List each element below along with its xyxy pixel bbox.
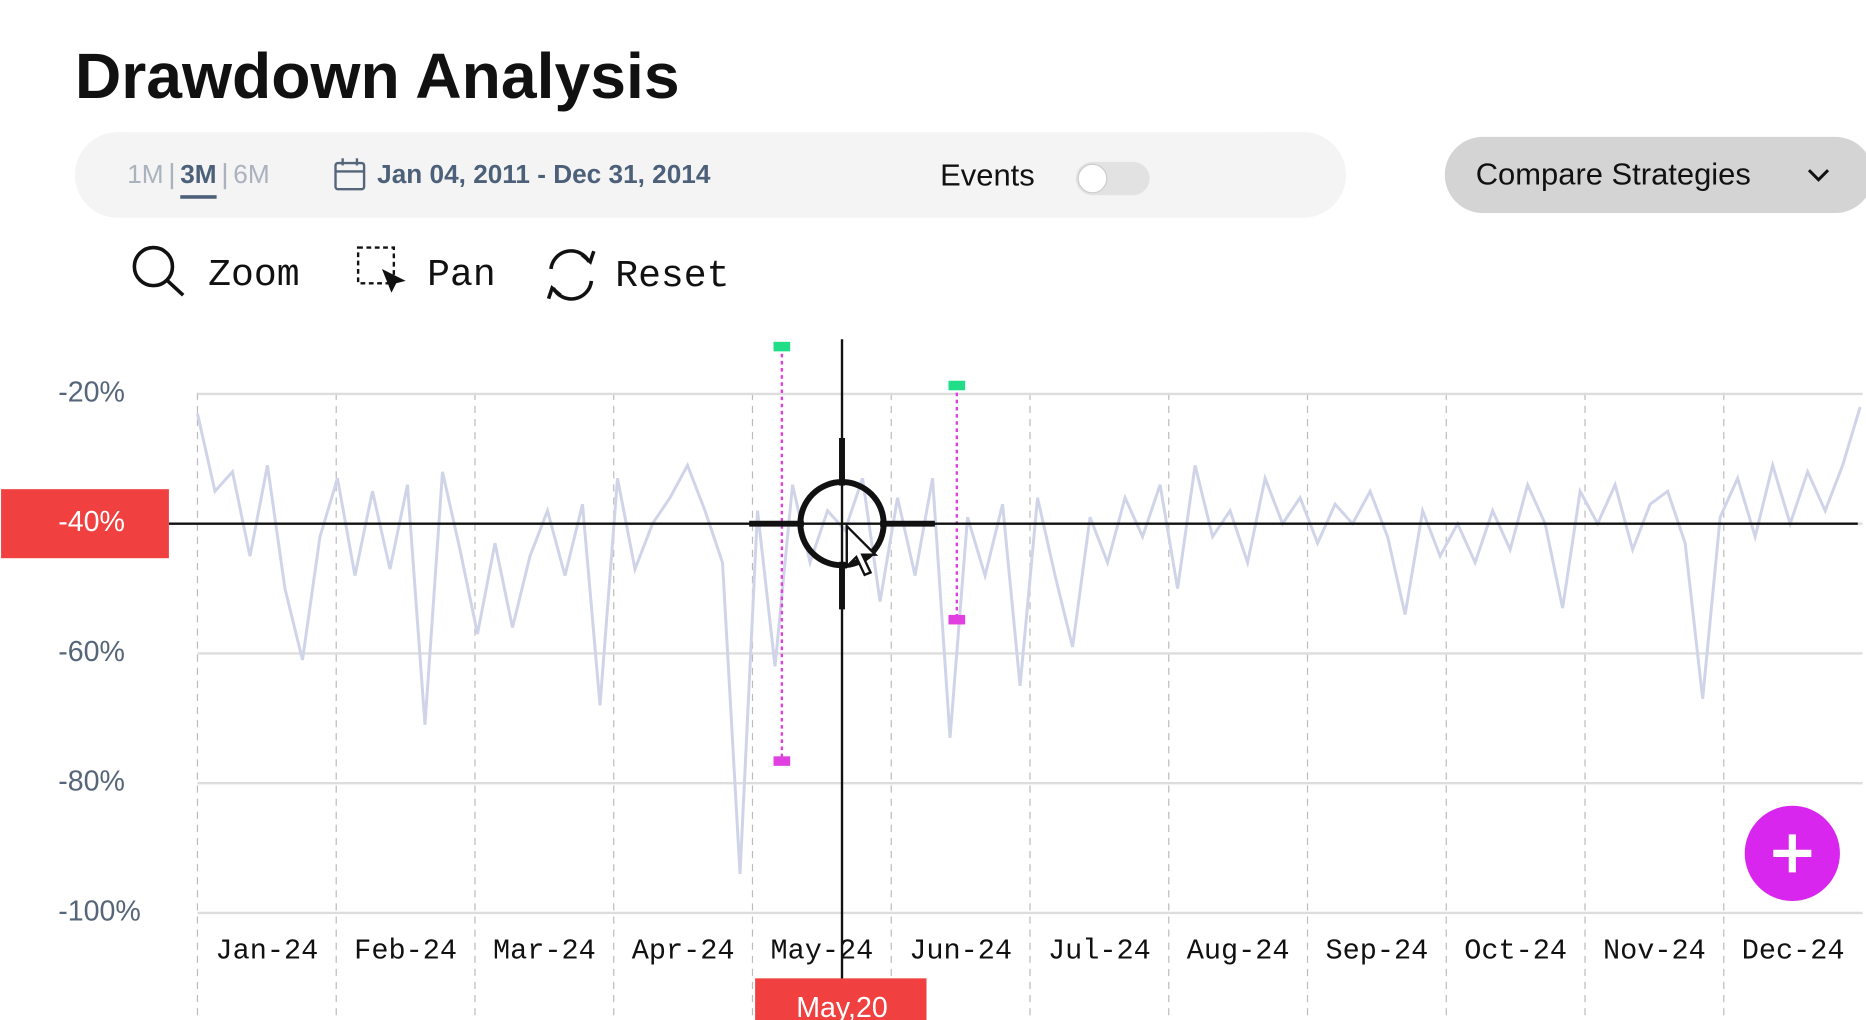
toggle-knob [1077,163,1108,194]
cursor-ticks [749,437,935,610]
x-tick-label: Mar-24 [493,935,596,968]
y-tick-label: -20% [58,377,125,409]
events-toggle[interactable] [1075,161,1150,196]
plus-icon [1773,834,1812,873]
events-label: Events [940,158,1035,193]
y-tick-label: -100% [58,895,141,927]
title: Drawdown Analysis [75,40,680,112]
toolbar [74,132,1346,218]
x-tick-label: Feb-24 [354,935,457,968]
zoom-icon[interactable] [132,245,185,297]
x-tick-label: Sep-24 [1325,935,1428,968]
x-tick-label: Aug-24 [1187,935,1290,968]
date-range[interactable]: Jan 04, 2011 - Dec 31, 2014 [377,159,711,189]
separator [170,163,174,190]
chevron [1807,169,1830,182]
reset-icon[interactable] [546,249,596,301]
crosshair-x-label: May,20 [796,992,888,1020]
x-tick-label: Oct-24 [1464,935,1567,968]
x-tick-label: May-24 [770,935,873,968]
range-low [773,756,791,766]
separator [223,163,227,190]
range-high [948,380,966,391]
range-option[interactable]: 6M [233,159,269,189]
tool-label[interactable]: Pan [427,254,496,297]
y-tick-label: -60% [58,636,125,668]
range-high [773,341,791,352]
tool-label[interactable]: Reset [615,255,729,298]
drawdown-line [196,406,1862,875]
pointer [845,523,879,577]
crosshair-y-label: -40% [58,506,125,538]
range-low [948,614,966,625]
compare-label: Compare Strategies [1476,156,1751,191]
pan-icon[interactable] [356,246,406,293]
x-tick-label: Nov-24 [1603,935,1706,968]
range-option[interactable]: 3M [180,159,216,189]
x-tick-label: Jan-24 [215,935,318,968]
compare-button[interactable] [1444,136,1866,214]
plot: Jan-24 Feb-24 Mar-24 Apr-24 May-24 Jun-24 Jul-… [1,339,1863,1020]
y-tick-label: -80% [58,766,125,798]
x-tick-label: Jun-24 [909,935,1012,968]
x-tick-label: Apr-24 [632,935,735,968]
range-selector: 1M 3M 6M [127,159,270,199]
crosshair-x-badge [755,978,927,1020]
x-tick-label: Dec-24 [1742,935,1845,968]
active-underline [180,195,217,199]
tool-label[interactable]: Zoom [208,254,299,297]
range-option[interactable]: 1M [127,159,163,189]
x-tick-label: Jul-24 [1048,935,1151,968]
calendar-icon [334,158,366,191]
crosshair-y-badge [1,489,169,559]
